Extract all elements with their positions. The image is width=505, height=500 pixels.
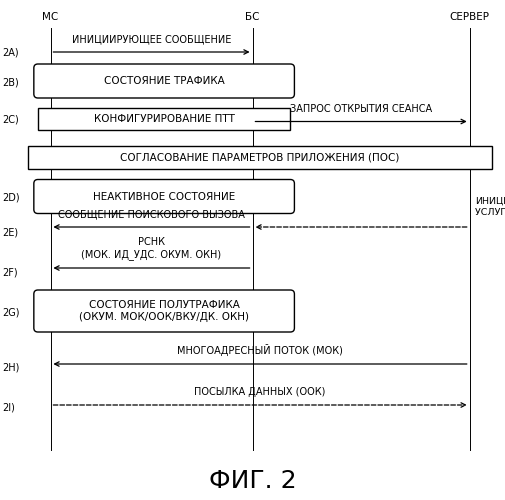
Text: 2I): 2I): [3, 402, 15, 412]
Text: СОСТОЯНИЕ ПОЛУТРАФИКА
(ОКУМ. МОК/ООК/ВКУ/ДК. ОКН): СОСТОЯНИЕ ПОЛУТРАФИКА (ОКУМ. МОК/ООК/ВКУ…: [79, 300, 249, 322]
Text: 2D): 2D): [3, 192, 20, 202]
Bar: [28, 146, 492, 169]
Text: КОНФИГУРИРОВАНИЕ ПТТ: КОНФИГУРИРОВАНИЕ ПТТ: [94, 114, 234, 124]
Text: СООБЩЕНИЕ ПОИСКОВОГО ВЫЗОВА: СООБЩЕНИЕ ПОИСКОВОГО ВЫЗОВА: [58, 209, 245, 219]
FancyBboxPatch shape: [34, 290, 294, 332]
Text: 2B): 2B): [3, 78, 19, 88]
Text: ИНИЦИИРОВАНИЕ
УСЛУГИ АБОНЕНТОМ: ИНИЦИИРОВАНИЕ УСЛУГИ АБОНЕНТОМ: [475, 196, 505, 216]
Text: 2F): 2F): [3, 268, 18, 278]
Text: ЗАПРОС ОТКРЫТИЯ СЕАНСА: ЗАПРОС ОТКРЫТИЯ СЕАНСА: [290, 104, 432, 114]
Text: БС: БС: [245, 12, 260, 22]
Bar: [38, 108, 290, 130]
Text: ИНИЦИИРУЮЩЕЕ СООБЩЕНИЕ: ИНИЦИИРУЮЩЕЕ СООБЩЕНИЕ: [72, 34, 231, 44]
Text: 2G): 2G): [3, 308, 20, 318]
Text: ПОСЫЛКА ДАННЫХ (ООК): ПОСЫЛКА ДАННЫХ (ООК): [194, 387, 326, 397]
Text: 2E): 2E): [3, 228, 19, 237]
Text: МС: МС: [42, 12, 59, 22]
Text: СЕРВЕР: СЕРВЕР: [449, 12, 490, 22]
Text: ФИГ. 2: ФИГ. 2: [209, 469, 296, 493]
FancyBboxPatch shape: [34, 180, 294, 214]
Text: 2H): 2H): [3, 362, 20, 372]
Text: СОСТОЯНИЕ ТРАФИКА: СОСТОЯНИЕ ТРАФИКА: [104, 76, 225, 86]
Text: НЕАКТИВНОЕ СОСТОЯНИЕ: НЕАКТИВНОЕ СОСТОЯНИЕ: [93, 192, 235, 202]
Text: СОГЛАСОВАНИЕ ПАРАМЕТРОВ ПРИЛОЖЕНИЯ (ПОС): СОГЛАСОВАНИЕ ПАРАМЕТРОВ ПРИЛОЖЕНИЯ (ПОС): [120, 152, 400, 162]
Text: 2C): 2C): [3, 115, 19, 125]
Text: МНОГОАДРЕСНЫЙ ПОТОК (МОК): МНОГОАДРЕСНЫЙ ПОТОК (МОК): [177, 344, 343, 356]
Text: 2A): 2A): [3, 48, 19, 58]
Text: РСНК
(МОК. ИД_УДС. ОКУМ. ОКН): РСНК (МОК. ИД_УДС. ОКУМ. ОКН): [81, 238, 222, 260]
FancyBboxPatch shape: [34, 64, 294, 98]
